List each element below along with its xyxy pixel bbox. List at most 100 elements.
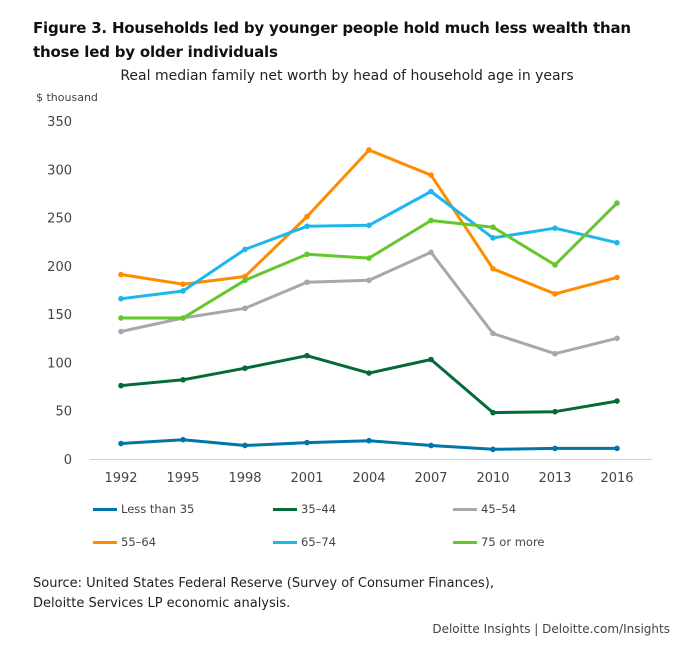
y-tick-label: 200 — [47, 260, 72, 275]
series-line — [120, 250, 618, 356]
data-point — [552, 291, 558, 297]
data-point — [242, 246, 248, 253]
legend-swatch — [93, 540, 117, 544]
data-point — [242, 365, 248, 372]
legend-label: 35–44 — [301, 502, 337, 516]
legend-label: 65–74 — [301, 535, 337, 549]
data-point — [366, 255, 372, 261]
legend-swatch — [273, 540, 297, 544]
x-tick-label: 2016 — [600, 471, 633, 486]
data-point — [304, 279, 310, 286]
data-point — [490, 330, 496, 337]
x-tick-label: 2007 — [414, 471, 447, 486]
data-point — [366, 147, 372, 153]
y-axis-unit-label: $ thousand — [36, 91, 98, 104]
data-point — [118, 382, 124, 389]
legend-item: 75 or more — [453, 535, 545, 549]
data-point — [490, 224, 496, 231]
data-point — [118, 315, 124, 321]
y-tick-label: 100 — [47, 356, 72, 371]
data-point — [366, 437, 372, 444]
legend-label: 45–54 — [481, 502, 517, 516]
data-point — [118, 328, 124, 335]
data-point — [366, 277, 372, 284]
legend-item: 35–44 — [273, 502, 336, 516]
data-point — [428, 249, 434, 256]
y-tick-label: 0 — [64, 453, 72, 468]
data-point — [490, 265, 496, 272]
series-lines — [118, 147, 620, 453]
legend-label: 55–64 — [121, 535, 157, 549]
legend-item: Less than 35 — [93, 502, 194, 516]
data-point — [242, 442, 248, 449]
data-point — [180, 281, 186, 288]
data-point — [490, 235, 496, 241]
source-line-1: Source: United States Federal Reserve (S… — [33, 576, 494, 591]
data-point — [428, 442, 434, 449]
data-point — [614, 398, 620, 404]
figure-title: Figure 3. Households led by younger peop… — [33, 19, 631, 61]
x-axis-ticks: 1992 1995 1998 2001 2004 2007 2010 2013 2016 — [104, 471, 633, 486]
data-point — [428, 172, 434, 178]
data-point — [490, 446, 496, 453]
data-point — [614, 239, 620, 246]
y-tick-label: 350 — [47, 115, 72, 130]
data-point — [614, 335, 620, 342]
data-point — [366, 370, 372, 376]
x-tick-label: 1992 — [104, 471, 137, 486]
legend-item: 55–64 — [93, 535, 156, 549]
data-point — [552, 350, 558, 357]
data-point — [304, 439, 310, 446]
series-45-54 — [118, 249, 620, 357]
legend-item: 65–74 — [273, 535, 336, 549]
data-point — [552, 408, 558, 415]
series-less-than-35 — [118, 436, 620, 453]
data-point — [366, 222, 372, 229]
data-point — [180, 436, 186, 443]
legend-label: 75 or more — [481, 535, 545, 549]
x-tick-label: 2010 — [476, 471, 509, 486]
source-note: Source: United States Federal Reserve (S… — [33, 574, 494, 614]
data-point — [552, 262, 558, 268]
y-axis-ticks: 0 50 100 150 200 250 300 350 — [47, 115, 72, 468]
data-point — [180, 315, 186, 321]
x-tick-label: 2004 — [352, 471, 385, 486]
legend-label: Less than 35 — [121, 502, 195, 516]
y-tick-label: 150 — [47, 308, 72, 323]
legend-swatch — [273, 507, 297, 511]
data-point — [428, 356, 434, 363]
data-point — [428, 217, 434, 224]
x-tick-label: 1998 — [228, 471, 261, 486]
data-point — [614, 200, 620, 206]
data-point — [242, 277, 248, 284]
data-point — [118, 295, 124, 302]
data-point — [614, 445, 620, 452]
series-65-74 — [118, 188, 620, 302]
data-point — [304, 352, 310, 359]
series-55-64 — [118, 147, 620, 297]
x-tick-label: 2013 — [538, 471, 571, 486]
data-point — [180, 377, 186, 383]
legend-swatch — [453, 540, 477, 544]
data-point — [304, 251, 310, 258]
series-35-44 — [118, 352, 620, 416]
line-chart: 0 50 100 150 200 250 300 350 1992 1995 1998 2001 20… — [47, 115, 652, 486]
x-tick-label: 1995 — [166, 471, 199, 486]
x-tick-label: 2001 — [290, 471, 323, 486]
series-line — [120, 148, 618, 296]
data-point — [118, 440, 124, 447]
data-point — [242, 273, 248, 280]
data-point — [490, 409, 496, 416]
data-point — [614, 274, 620, 281]
chart-title: Real median family net worth by head of … — [120, 68, 574, 84]
data-point — [304, 213, 310, 220]
data-point — [118, 271, 124, 278]
legend-swatch — [453, 507, 477, 511]
y-tick-label: 300 — [47, 163, 72, 178]
data-point — [428, 188, 434, 195]
series-75-or-more — [118, 200, 620, 321]
legend-item: 45–54 — [453, 502, 516, 516]
credit-text: Deloitte Insights | Deloitte.com/Insight… — [432, 622, 670, 636]
y-tick-label: 250 — [47, 212, 72, 227]
data-point — [242, 305, 248, 312]
